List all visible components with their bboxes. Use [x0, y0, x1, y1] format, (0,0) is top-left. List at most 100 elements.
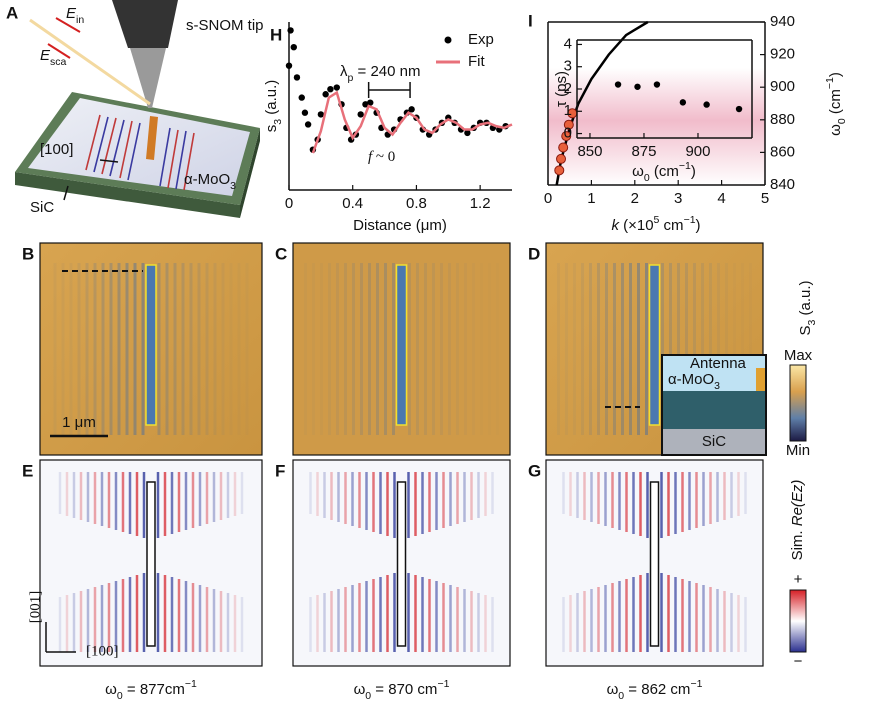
inset-top	[662, 355, 766, 391]
text-part: 0	[836, 118, 848, 124]
label: Antenna	[690, 355, 747, 372]
image-panel	[40, 243, 262, 455]
y-axis-label: τ (ps)	[553, 71, 570, 107]
arrow	[47, 43, 71, 59]
data-point	[322, 91, 329, 98]
image-frame	[545, 459, 764, 667]
panel-letter: A	[6, 3, 18, 22]
colorbar-label: Sim. Re(Ez)	[789, 480, 806, 561]
text-part: (×10	[619, 217, 654, 234]
y2-tick-label: 840	[770, 176, 795, 193]
caption: ω0 = 877cm−1	[105, 678, 197, 702]
text-part: ω	[632, 163, 644, 180]
slab-film	[28, 98, 250, 196]
text-part: sca	[50, 56, 67, 68]
text-part: s	[263, 125, 280, 133]
image-panel	[293, 243, 510, 455]
data-point	[703, 101, 710, 108]
text-part: (cm	[827, 89, 844, 118]
x-tick-label: 900	[685, 143, 710, 160]
antenna	[649, 481, 660, 647]
text-part: (cm	[650, 163, 679, 180]
data-point	[408, 106, 415, 113]
beam	[29, 18, 151, 106]
image-frame	[545, 242, 764, 456]
text-part: = 862 cm	[624, 681, 690, 698]
y-tick-label: 2	[564, 80, 572, 97]
annotation: f ~ 0	[368, 149, 395, 165]
label: α-MoO3	[668, 371, 720, 392]
text-part: = 870 cm	[371, 681, 437, 698]
panel-a-illustration	[15, 0, 260, 218]
text-part: Re(Ez)	[789, 480, 806, 527]
arrow	[55, 17, 81, 33]
image-frame	[39, 242, 263, 456]
x-tick-label: 0.4	[342, 195, 363, 212]
scale-label: 1 μm	[62, 414, 96, 431]
text-part: ω	[827, 124, 844, 136]
image-frame	[292, 242, 511, 456]
label: Esca	[40, 47, 67, 68]
panel-letter: E	[22, 461, 33, 480]
inset-antenna	[756, 368, 766, 391]
data-point	[287, 27, 294, 34]
x-axis-label: Distance (μm)	[353, 217, 447, 234]
inset-frame	[661, 354, 767, 456]
y2-tick-label: 880	[770, 111, 795, 128]
colorbar-min: Min	[786, 442, 810, 459]
data-point	[327, 86, 334, 93]
colorbar-label: S3 (a.u.)	[797, 280, 818, 335]
antenna	[396, 481, 407, 647]
x-tick-label: 4	[717, 190, 725, 207]
x-tick-label: 0.8	[406, 195, 427, 212]
data-point	[558, 142, 569, 153]
x-tick-label: 2	[631, 190, 639, 207]
label: SiC	[30, 199, 54, 216]
text-part: 0	[644, 172, 650, 184]
text-part: f	[368, 149, 374, 165]
inset-bottom	[662, 429, 766, 455]
colorbar	[789, 364, 807, 442]
data-point	[554, 165, 565, 176]
text-part: 3	[230, 180, 236, 192]
caption: ω0 = 870 cm−1	[354, 678, 450, 702]
x-tick-label: 1	[587, 190, 595, 207]
text-part: −1	[437, 678, 449, 690]
data-point	[317, 111, 325, 118]
data-point	[679, 99, 687, 106]
legend-label: Fit	[468, 53, 485, 70]
colorbar-max: Max	[784, 347, 813, 364]
tip-holder	[112, 0, 178, 48]
data-point	[293, 74, 301, 81]
arrow	[63, 185, 69, 201]
arrow	[99, 159, 119, 163]
text-part: 3	[806, 320, 818, 326]
x-tick-label: 1.2	[470, 195, 491, 212]
text-part: k	[611, 217, 620, 234]
data-point	[304, 121, 312, 128]
x-tick-label: 3	[674, 190, 682, 207]
x-tick-label: 0	[544, 190, 552, 207]
x-tick-label: 875	[631, 143, 656, 160]
data-point	[285, 62, 293, 69]
text-part: −1	[690, 678, 702, 690]
text-part: τ (ps)	[553, 71, 570, 107]
text-part: Distance (μm)	[353, 217, 447, 234]
legend-swatch	[444, 36, 452, 44]
colorbar-plus: +	[794, 571, 803, 588]
slab-side	[15, 172, 240, 218]
x-tick-label: 0	[285, 195, 293, 212]
label: Ein	[66, 5, 84, 26]
data-point	[357, 111, 364, 118]
text-part: p	[348, 72, 354, 84]
x-tick-label: 5	[761, 190, 769, 207]
text-part: 3	[714, 380, 720, 392]
text-part: E	[40, 47, 51, 64]
colorbar	[789, 589, 807, 653]
text-part: α-MoO	[184, 171, 230, 188]
data-point	[634, 83, 641, 90]
text-part: cm	[659, 217, 683, 234]
image-frame	[39, 459, 263, 667]
data-point	[464, 129, 471, 137]
image-panel	[546, 460, 763, 666]
